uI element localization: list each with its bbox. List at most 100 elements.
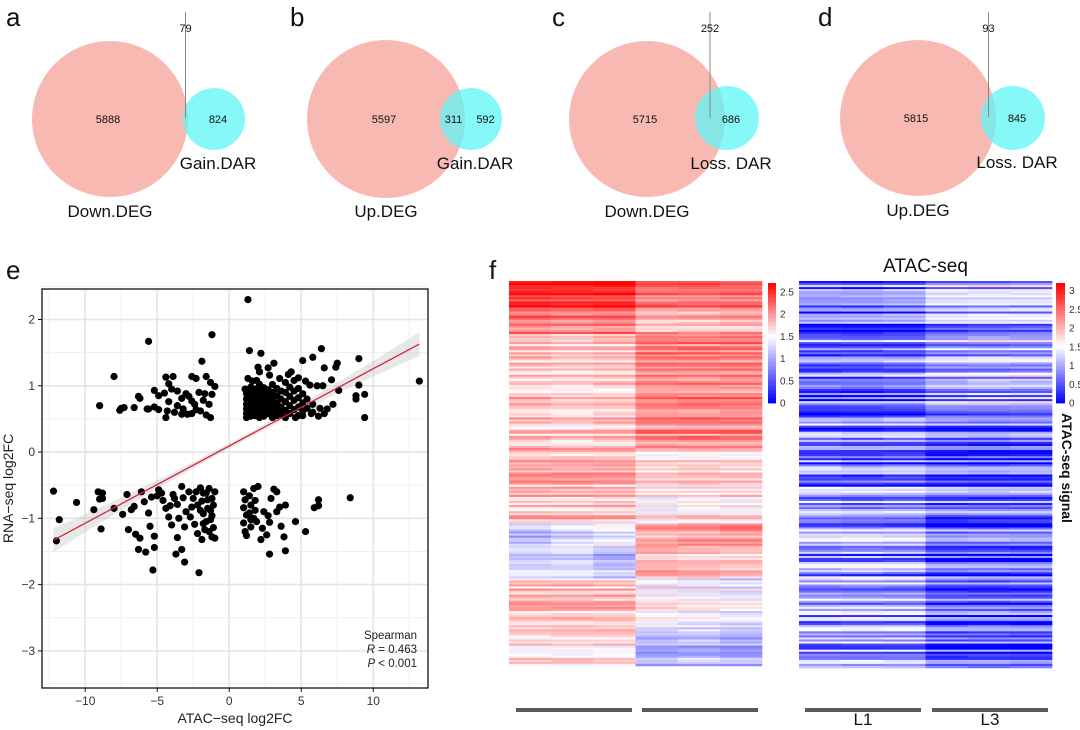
heatmap-cell (677, 338, 721, 341)
heatmap-cell (509, 578, 552, 581)
heatmap-cell (719, 633, 763, 636)
heatmap-cell (551, 370, 594, 373)
heatmap-cell (551, 435, 594, 439)
heatmap-cell (635, 346, 678, 349)
heatmap-cell (883, 401, 926, 404)
heatmap-cell (1009, 592, 1053, 595)
heatmap-cell (925, 572, 968, 575)
heatmap-cell (925, 309, 968, 312)
heatmap-cell (967, 374, 1011, 378)
heatmap-cell (1009, 372, 1053, 375)
heatmap-cell (509, 407, 552, 410)
heatmap-cell (967, 564, 1011, 567)
heatmap-cell (967, 348, 1011, 351)
heatmap-cell (635, 517, 678, 520)
heatmap-cell (593, 415, 636, 418)
heatmap-cell (551, 558, 594, 561)
colorbar-segment (768, 371, 776, 374)
heatmap-cell (841, 364, 884, 367)
heatmap-cell (925, 417, 968, 420)
heatmap-cell (677, 360, 721, 363)
heatmap-cell (719, 452, 763, 455)
heatmap-cell (925, 340, 968, 343)
heatmap-cell (925, 490, 968, 494)
heatmap-cell (509, 619, 552, 622)
heatmap-cell (799, 309, 842, 312)
heatmap-cell (593, 645, 636, 648)
colorbar-segment (1056, 341, 1065, 344)
heatmap-cell (799, 480, 842, 483)
heatmap-cell (551, 523, 594, 526)
heatmap-cell (841, 376, 884, 380)
heatmap-cell (883, 439, 926, 443)
heatmap-cell (677, 303, 721, 306)
heatmap-cell (719, 439, 763, 443)
heatmap-cell (967, 431, 1011, 435)
heatmap-cell (509, 429, 552, 433)
heatmap-cell (1009, 515, 1053, 518)
heatmap-cell (593, 376, 636, 380)
heatmap-cell (841, 484, 884, 488)
heatmap-cell (967, 325, 1011, 329)
heatmap-cell (925, 429, 968, 433)
colorbar-segment (1056, 397, 1065, 400)
scatter-point (150, 543, 158, 552)
heatmap-cell (677, 639, 721, 642)
heatmap-cell (677, 429, 721, 433)
panel-letter-d: d (818, 2, 833, 32)
heatmap-cell (719, 417, 763, 420)
heatmap-cell (841, 384, 884, 388)
heatmap-cell (551, 329, 594, 333)
heatmap-cell (925, 576, 968, 579)
heatmap-cell (967, 643, 1011, 646)
heatmap-cell (593, 531, 636, 534)
heatmap-cell (635, 566, 678, 569)
scatter-point (204, 496, 212, 504)
heatmap-cell (925, 582, 968, 585)
heatmap-cell (967, 429, 1011, 433)
scatter-point (253, 518, 261, 526)
heatmap-cell (509, 549, 552, 553)
scatter-point (162, 413, 170, 422)
scatter-point (299, 390, 307, 398)
heatmap-cell (967, 380, 1011, 384)
heatmap-cell (719, 570, 763, 573)
heatmap-cell (883, 409, 926, 412)
heatmap-cell (635, 382, 678, 386)
heatmap-cell (1009, 472, 1053, 475)
heatmap-cell (551, 570, 594, 573)
scatter-point (199, 520, 207, 528)
heatmap-cell (799, 665, 842, 669)
heatmap-cell (635, 413, 678, 416)
heatmap-cell (799, 535, 842, 538)
heatmap-cell (677, 372, 721, 375)
heatmap-cell (719, 541, 763, 545)
heatmap-cell (1009, 374, 1053, 378)
heatmap-cell (799, 584, 842, 587)
heatmap-cell (841, 665, 884, 669)
heatmap-cell (967, 423, 1011, 426)
grid (42, 285, 428, 688)
heatmap-cell (593, 513, 636, 516)
heatmap-cell (509, 283, 552, 286)
heatmap-cell (719, 374, 763, 378)
heatmap-cell (799, 348, 842, 351)
heatmap-cell (719, 641, 763, 644)
heatmap-cell (1009, 661, 1053, 665)
heatmap-cell (799, 291, 842, 294)
heatmap-cell (509, 602, 552, 606)
heatmap-cell (593, 537, 636, 540)
heatmap-cell (719, 323, 763, 327)
heatmap-cell (799, 287, 842, 290)
scatter-point (254, 398, 262, 406)
heatmap-cell (883, 305, 926, 308)
heatmap-cell (1009, 470, 1053, 473)
heatmap-cell (841, 576, 884, 579)
heatmap-cell (593, 431, 636, 435)
heatmap-cell (677, 663, 721, 667)
heatmap-cell (719, 625, 763, 628)
heatmap-cell (677, 535, 721, 538)
heatmap-cell (883, 287, 926, 290)
heatmap-cell (967, 515, 1011, 518)
